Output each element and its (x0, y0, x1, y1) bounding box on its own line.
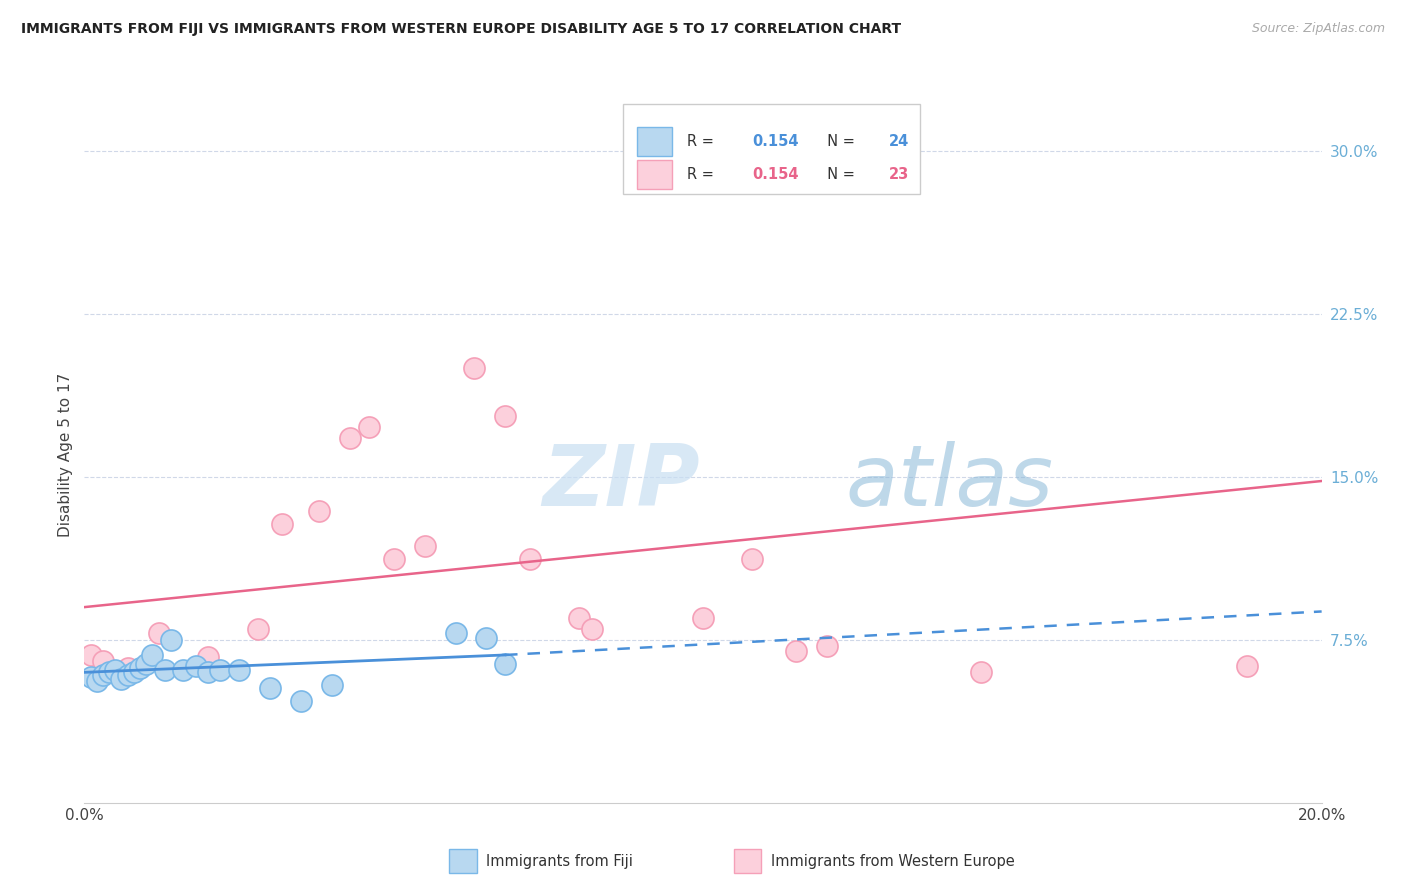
FancyBboxPatch shape (734, 849, 761, 873)
Point (290, 693, 312, 707)
Point (1236, 658, 1258, 673)
Point (259, 681, 281, 695)
Point (463, 360, 485, 375)
Point (135, 657, 157, 671)
Text: Immigrants from Western Europe: Immigrants from Western Europe (770, 854, 1015, 869)
Text: IMMIGRANTS FROM FIJI VS IMMIGRANTS FROM WESTERN EUROPE DISABILITY AGE 5 TO 17 CO: IMMIGRANTS FROM FIJI VS IMMIGRANTS FROM … (21, 22, 901, 37)
Point (339, 431, 361, 445)
Point (172, 663, 194, 677)
Point (197, 665, 219, 680)
Point (246, 622, 269, 636)
Text: atlas: atlas (845, 442, 1053, 524)
Text: 24: 24 (889, 134, 908, 149)
Point (110, 672, 132, 686)
Point (184, 658, 207, 673)
Point (815, 639, 838, 653)
Point (692, 611, 714, 625)
Point (104, 663, 127, 677)
Text: R =: R = (688, 134, 718, 149)
Point (197, 650, 219, 665)
FancyBboxPatch shape (637, 127, 672, 156)
Text: 0.154: 0.154 (752, 134, 799, 149)
Point (91, 667, 114, 681)
Point (209, 663, 232, 677)
Point (160, 632, 183, 647)
Point (79, 670, 101, 684)
Y-axis label: Disability Age 5 to 17: Disability Age 5 to 17 (58, 373, 73, 537)
Point (494, 409, 516, 423)
Text: ZIP: ZIP (543, 442, 700, 524)
Text: Source: ZipAtlas.com: Source: ZipAtlas.com (1251, 22, 1385, 36)
Point (382, 552, 405, 566)
Point (519, 552, 541, 566)
Point (494, 657, 516, 671)
Point (153, 663, 176, 677)
FancyBboxPatch shape (623, 103, 920, 194)
Point (141, 648, 163, 662)
FancyBboxPatch shape (637, 160, 672, 189)
Point (413, 539, 436, 553)
Point (228, 663, 250, 677)
Point (148, 626, 170, 640)
Point (122, 665, 145, 680)
Point (79, 648, 101, 662)
Text: Immigrants from Fiji: Immigrants from Fiji (486, 854, 633, 869)
Point (129, 661, 152, 675)
FancyBboxPatch shape (450, 849, 477, 873)
Point (741, 552, 763, 566)
Point (117, 661, 139, 675)
Point (970, 665, 993, 680)
Point (581, 622, 603, 636)
Point (308, 504, 330, 518)
Text: 0.154: 0.154 (752, 167, 799, 182)
Text: R =: R = (688, 167, 718, 182)
Point (321, 678, 343, 692)
Point (475, 631, 498, 645)
Point (444, 626, 467, 640)
Point (117, 667, 139, 681)
Point (357, 419, 380, 434)
Point (86, 674, 108, 689)
Point (98, 665, 121, 680)
Point (785, 643, 807, 657)
Point (271, 517, 294, 532)
Text: N =: N = (818, 167, 859, 182)
Text: 23: 23 (889, 167, 908, 182)
Point (568, 611, 591, 625)
Point (91, 655, 114, 669)
Text: N =: N = (818, 134, 859, 149)
